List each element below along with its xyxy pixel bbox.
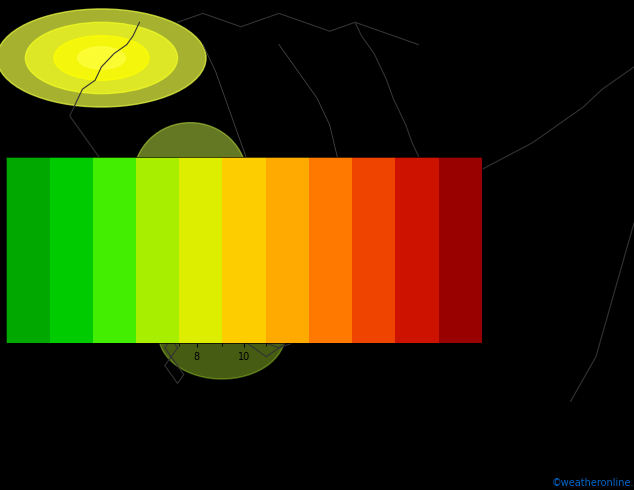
Text: Sa 01-06-2024 00:00 UTC (00+120): Sa 01-06-2024 00:00 UTC (00+120)	[393, 448, 593, 458]
Ellipse shape	[77, 47, 126, 69]
Ellipse shape	[133, 122, 247, 234]
Ellipse shape	[158, 290, 285, 379]
Ellipse shape	[54, 36, 149, 80]
Ellipse shape	[25, 22, 178, 94]
Text: ©weatheronline.co.uk: ©weatheronline.co.uk	[552, 478, 634, 488]
Text: RH 700 hPa Spread mean+σ [gpdm] ECMWF: RH 700 hPa Spread mean+σ [gpdm] ECMWF	[6, 448, 238, 458]
Ellipse shape	[0, 9, 206, 107]
